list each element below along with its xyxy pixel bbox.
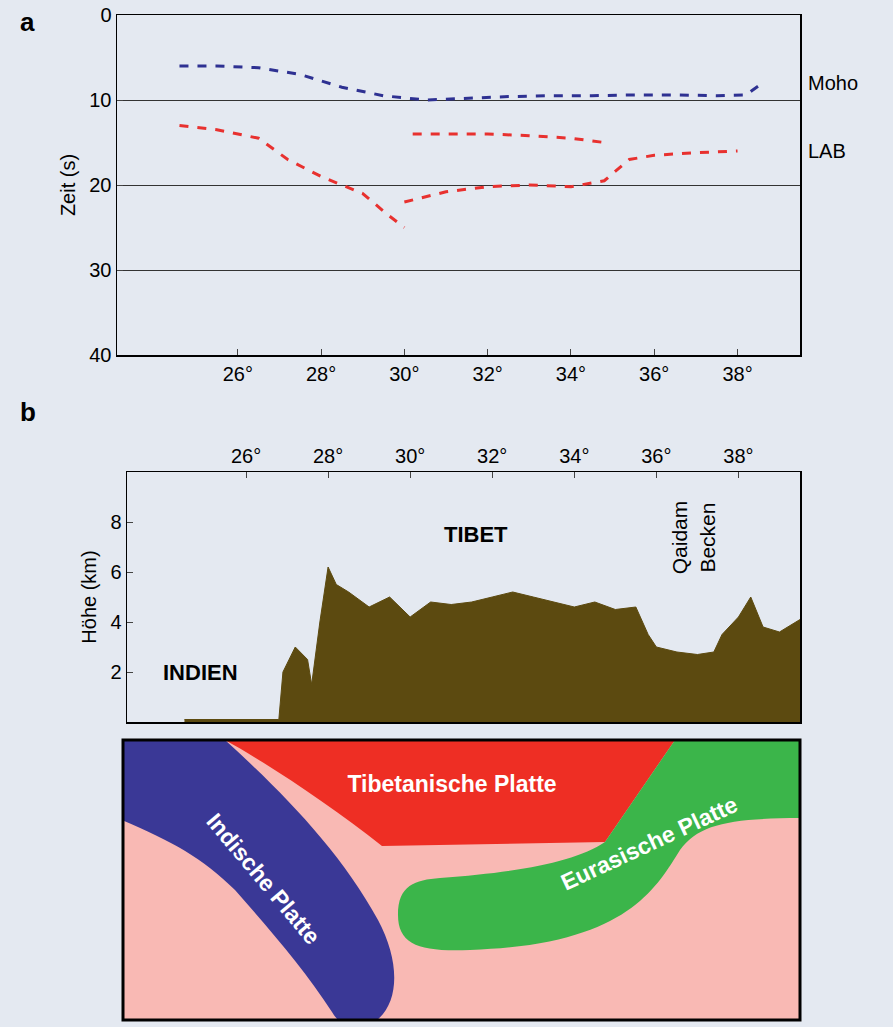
svg-text:32°: 32° [477,445,507,467]
svg-text:28°: 28° [306,363,336,385]
svg-text:38°: 38° [723,445,753,467]
svg-text:Höhe (km): Höhe (km) [78,550,100,643]
svg-text:0: 0 [100,4,111,26]
svg-text:30: 30 [89,259,111,281]
svg-text:b: b [20,397,36,427]
svg-text:34°: 34° [559,445,589,467]
svg-text:36°: 36° [639,363,669,385]
svg-text:Moho: Moho [808,72,858,94]
svg-text:8: 8 [110,511,121,533]
svg-text:a: a [20,7,35,37]
svg-text:Zeit (s): Zeit (s) [57,154,79,216]
svg-text:4: 4 [110,611,121,633]
svg-text:20: 20 [89,174,111,196]
svg-text:30°: 30° [395,445,425,467]
svg-text:28°: 28° [313,445,343,467]
svg-text:36°: 36° [641,445,671,467]
svg-text:6: 6 [110,561,121,583]
svg-text:10: 10 [89,89,111,111]
svg-text:34°: 34° [556,363,586,385]
svg-text:LAB: LAB [808,140,846,162]
svg-text:QaidamBecken: QaidamBecken [668,501,718,575]
svg-text:40: 40 [89,344,111,366]
svg-text:38°: 38° [722,363,752,385]
svg-text:TIBET: TIBET [444,522,508,547]
svg-text:INDIEN: INDIEN [163,660,238,685]
svg-text:32°: 32° [473,363,503,385]
svg-text:30°: 30° [389,363,419,385]
svg-text:26°: 26° [223,363,253,385]
svg-text:Eurasische Platte: Eurasische Platte [557,791,742,896]
svg-text:26°: 26° [231,445,261,467]
svg-text:Indische Platte: Indische Platte [201,808,325,949]
svg-text:2: 2 [110,661,121,683]
svg-text:Tibetanische Platte: Tibetanische Platte [347,771,556,797]
